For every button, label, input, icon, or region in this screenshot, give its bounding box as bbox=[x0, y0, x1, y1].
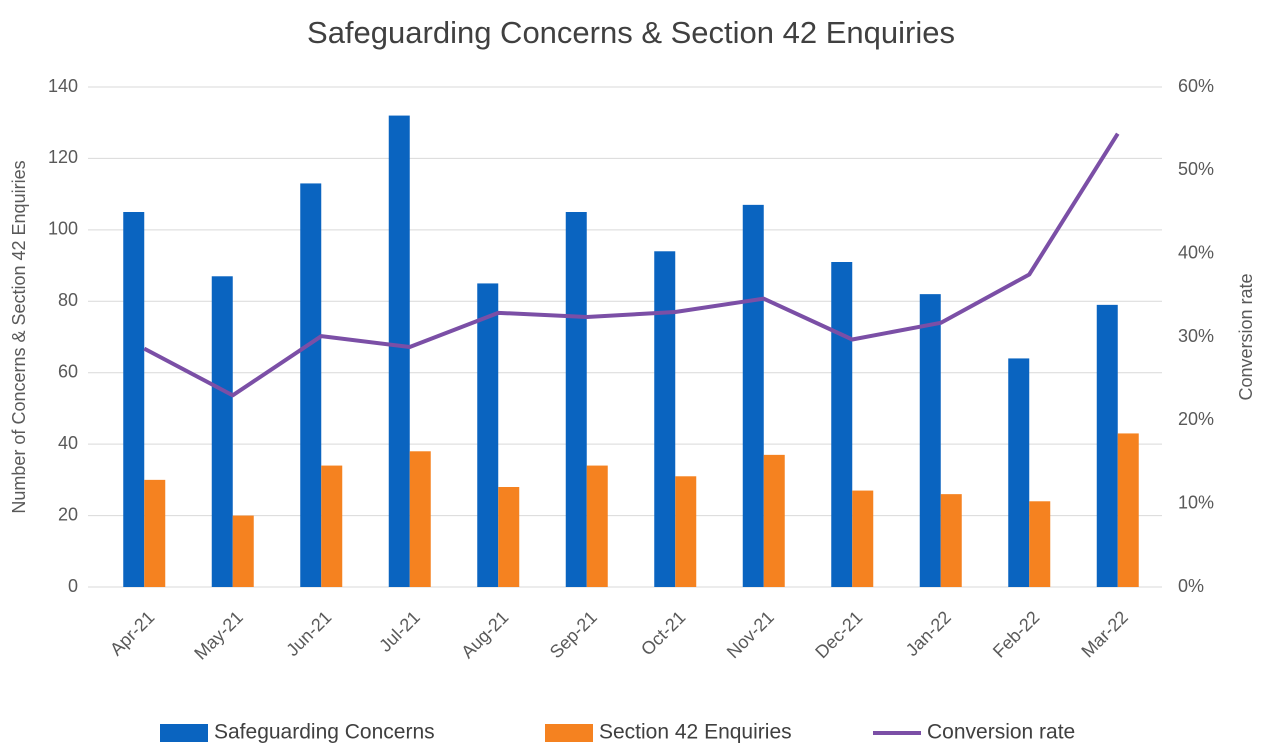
bar bbox=[586, 465, 608, 587]
bar bbox=[1117, 433, 1139, 587]
y-tick-label: 20 bbox=[58, 504, 78, 524]
bar bbox=[1008, 358, 1030, 587]
bar bbox=[675, 476, 697, 587]
x-tick-label: Feb-22 bbox=[989, 607, 1043, 661]
chart-title: Safeguarding Concerns & Section 42 Enqui… bbox=[307, 15, 955, 50]
legend-label: Section 42 Enquiries bbox=[599, 721, 792, 744]
bar bbox=[852, 490, 874, 587]
bar bbox=[211, 276, 233, 587]
x-tick-label: May-21 bbox=[190, 607, 247, 664]
bar bbox=[831, 262, 853, 587]
x-tick-label: Apr-21 bbox=[106, 607, 158, 659]
bar bbox=[763, 454, 785, 587]
x-tick-label: Nov-21 bbox=[723, 607, 778, 662]
legend-swatch bbox=[160, 724, 208, 742]
y-tick-label: 60 bbox=[58, 361, 78, 381]
bar bbox=[1029, 501, 1051, 587]
bar bbox=[940, 494, 962, 587]
bar bbox=[300, 183, 322, 587]
bar bbox=[388, 115, 410, 588]
y2-tick-label: 50% bbox=[1178, 159, 1214, 179]
legend-label: Safeguarding Concerns bbox=[214, 721, 435, 744]
line bbox=[143, 132, 1120, 398]
y2-axis-title: Conversion rate bbox=[1236, 273, 1256, 400]
bar bbox=[1096, 304, 1118, 587]
x-tick-label: Mar-22 bbox=[1077, 607, 1131, 661]
bar bbox=[477, 283, 499, 587]
x-tick-label: Sep-21 bbox=[546, 607, 601, 662]
bar bbox=[232, 515, 254, 587]
x-tick-label: Jul-21 bbox=[375, 607, 424, 656]
bar bbox=[654, 251, 676, 588]
y-tick-label: 80 bbox=[58, 290, 78, 310]
y-tick-label: 120 bbox=[48, 147, 78, 167]
x-tick-label: Jun-21 bbox=[282, 607, 335, 660]
bar bbox=[919, 294, 941, 587]
y-tick-label: 0 bbox=[68, 576, 78, 596]
bar bbox=[742, 204, 764, 587]
bar bbox=[144, 479, 166, 587]
legend-swatch bbox=[545, 724, 593, 742]
y2-tick-label: 0% bbox=[1178, 576, 1204, 596]
y-tick-label: 40 bbox=[58, 433, 78, 453]
x-tick-label: Dec-21 bbox=[811, 607, 866, 662]
y2-tick-label: 40% bbox=[1178, 242, 1214, 262]
y2-tick-label: 20% bbox=[1178, 409, 1214, 429]
x-tick-label: Jan-22 bbox=[902, 607, 955, 660]
y-tick-label: 140 bbox=[48, 76, 78, 96]
x-tick-label: Oct-21 bbox=[637, 607, 689, 659]
bar bbox=[409, 451, 431, 587]
y-axis-title: Number of Concerns & Section 42 Enquirie… bbox=[9, 160, 29, 513]
bar bbox=[123, 212, 145, 587]
y2-tick-label: 10% bbox=[1178, 492, 1214, 512]
bar bbox=[565, 212, 587, 587]
x-tick-label: Aug-21 bbox=[457, 607, 512, 662]
bar bbox=[498, 487, 520, 587]
y-tick-label: 100 bbox=[48, 219, 78, 239]
y2-tick-label: 60% bbox=[1178, 76, 1214, 96]
y2-tick-label: 30% bbox=[1178, 326, 1214, 346]
bar bbox=[321, 465, 343, 587]
legend-label: Conversion rate bbox=[927, 721, 1075, 744]
